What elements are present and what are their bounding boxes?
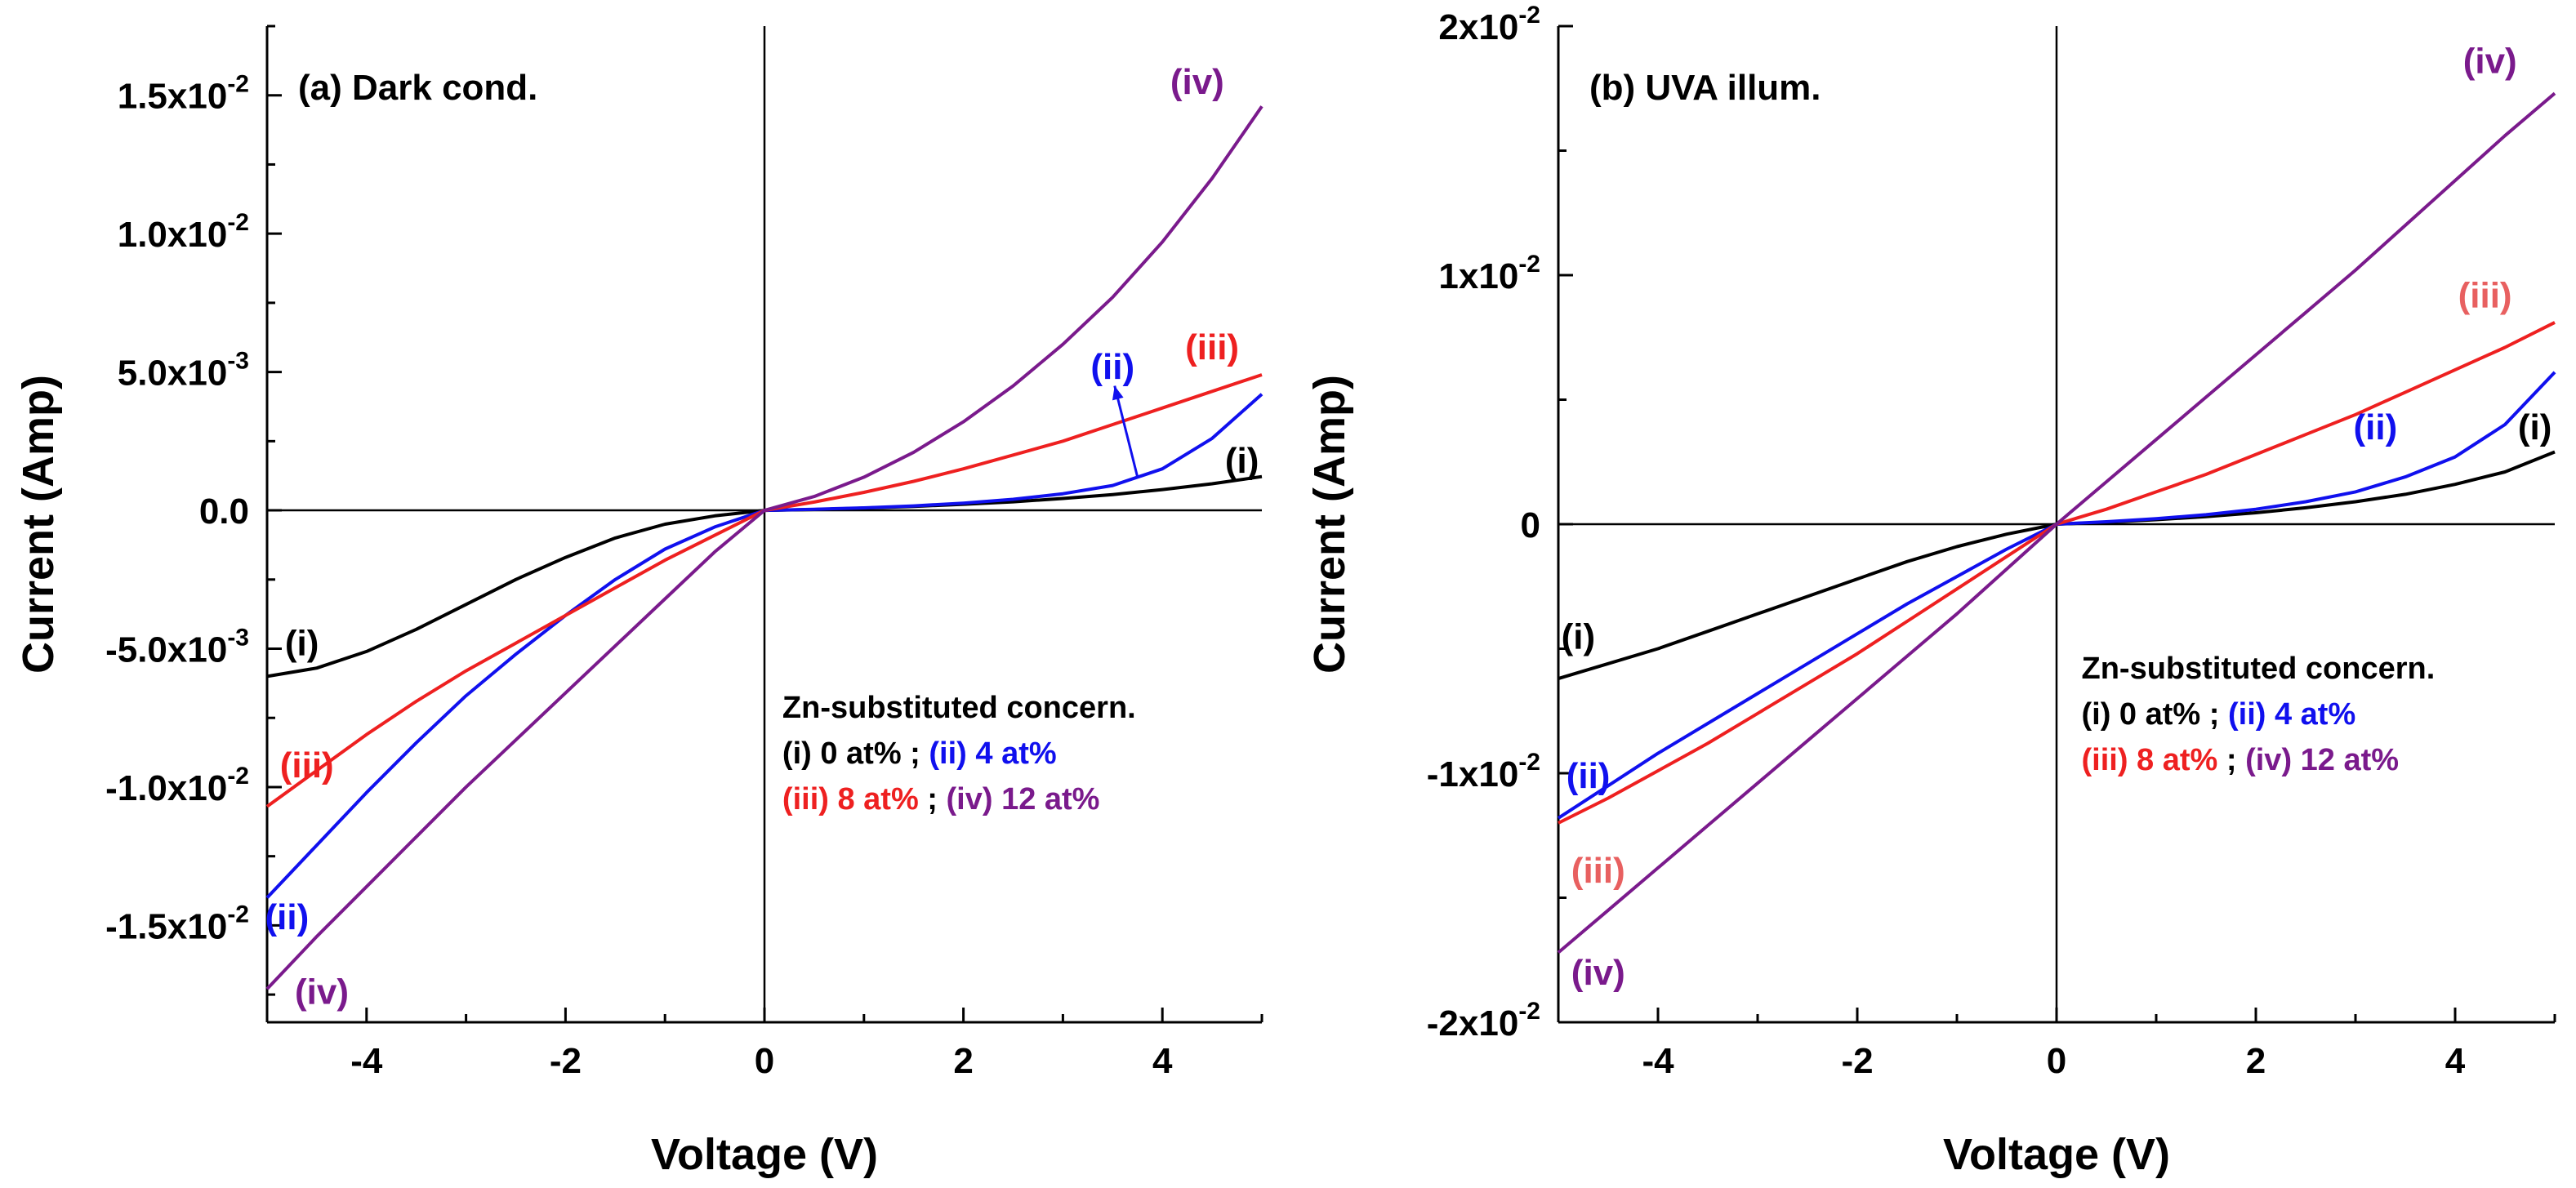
y-tick-label: 1.5x10-2	[118, 71, 249, 117]
x-tick-label: 4	[2445, 1041, 2466, 1081]
y-tick-mantissa: 0	[1521, 505, 1540, 545]
y-tick-mantissa: -2x10	[1427, 1003, 1519, 1043]
legend-entry-i: (i) 0 at%	[2082, 697, 2201, 732]
y-tick-label: 2x10-2	[1438, 2, 1540, 47]
curve-label-iv: (iv)	[295, 972, 349, 1012]
legend-separator: ;	[902, 736, 920, 771]
x-tick-label: -2	[1841, 1041, 1873, 1081]
legend-entry-ii: (ii) 4 at%	[2228, 697, 2355, 732]
curve-label-i: (i)	[1562, 616, 1596, 656]
y-tick-mantissa: 5.0x10	[118, 354, 228, 394]
legend-entry-iii: (iii) 8 at%	[2082, 743, 2218, 777]
x-tick-label: 0	[755, 1041, 774, 1081]
x-axis-title: Voltage (V)	[1943, 1130, 2170, 1179]
x-tick-label: -4	[1642, 1041, 1674, 1081]
panel-label: (a) Dark cond.	[298, 68, 537, 108]
legend-row: (iii) 8 at% ; (iv) 12 at%	[2082, 743, 2400, 777]
x-tick-label: 0	[2047, 1041, 2066, 1081]
y-tick-label: 1.0x10-2	[118, 209, 249, 255]
curve-label-iii: (iii)	[1571, 851, 1625, 891]
legend-space	[2219, 697, 2228, 732]
y-tick-label: 5.0x10-3	[118, 348, 249, 394]
y-tick-mantissa: -5.0x10	[105, 630, 227, 670]
legend-entry-iv: (iv) 12 at%	[2245, 743, 2399, 777]
y-tick-exponent: -2	[227, 71, 249, 98]
annotation-arrow-head	[1112, 385, 1124, 401]
y-tick-label: 0.0	[199, 492, 249, 532]
x-axis-title: Voltage (V)	[651, 1130, 878, 1179]
y-tick-label: -1.0x10-2	[105, 763, 249, 808]
curve-label-ii: (ii)	[265, 897, 309, 937]
y-tick-mantissa: 1.0x10	[118, 215, 228, 255]
y-tick-exponent: -2	[227, 209, 249, 236]
y-tick-mantissa: 1.5x10	[118, 77, 228, 117]
y-tick-exponent: -2	[1518, 251, 1540, 278]
x-tick-label: 4	[1152, 1041, 1173, 1081]
y-tick-mantissa: -1.5x10	[105, 906, 227, 946]
curve-label-i: (i)	[2518, 407, 2552, 447]
legend-separator: ;	[2200, 697, 2219, 732]
panel-b: -4 -2 0 2 42x10-21x10-20-1x10-2-2x10-2Voltag…	[1305, 2, 2556, 1179]
y-axis-title: Current (Amp)	[14, 375, 63, 674]
legend-space	[920, 736, 929, 771]
y-tick-mantissa: -1.0x10	[105, 768, 227, 808]
curve-label-iv: (iv)	[1170, 62, 1224, 102]
legend-row: (i) 0 at% ; (ii) 4 at%	[782, 736, 1057, 771]
legend-entry-ii: (ii) 4 at%	[929, 736, 1056, 771]
y-axis-title: Current (Amp)	[1305, 375, 1354, 674]
x-tick-label: 2	[953, 1041, 973, 1081]
legend-entry-iii: (iii) 8 at%	[782, 782, 919, 816]
y-tick-label: -1x10-2	[1427, 749, 1540, 794]
annotation-arrow-shaft	[1113, 385, 1139, 478]
y-tick-exponent: -3	[227, 625, 249, 652]
x-tick-label: -2	[550, 1041, 582, 1081]
curve-label-i: (i)	[1225, 441, 1259, 481]
legend-row: (iii) 8 at% ; (iv) 12 at%	[782, 782, 1100, 816]
curve-label-ii: (ii)	[1090, 347, 1134, 387]
y-tick-exponent: -2	[227, 763, 249, 790]
curve-label-iv: (iv)	[2463, 42, 2517, 82]
legend-space	[938, 782, 947, 816]
y-tick-exponent: -2	[227, 901, 249, 928]
series-line-iv	[1557, 91, 2556, 954]
y-tick-label: 1x10-2	[1438, 251, 1540, 296]
legend-title: Zn-substituted concern.	[2082, 652, 2436, 686]
curve-label-ii: (ii)	[2354, 407, 2398, 447]
y-tick-exponent: -2	[1518, 998, 1540, 1025]
x-tick-label: -4	[350, 1041, 383, 1081]
curve-label-iii: (iii)	[2458, 275, 2512, 315]
panel-label: (b) UVA illum.	[1589, 68, 1821, 108]
curve-label-iii: (iii)	[280, 745, 334, 785]
curve-label-iv: (iv)	[1571, 953, 1625, 993]
y-tick-label: -2x10-2	[1427, 998, 1540, 1043]
curve-label-i: (i)	[285, 624, 319, 664]
y-tick-mantissa: 0.0	[199, 492, 249, 532]
y-tick-label: -1.5x10-2	[105, 901, 249, 946]
y-tick-label: 0	[1521, 505, 1540, 545]
panel-a: -4 -2 0 2 41.5x10-21.0x10-25.0x10-30.0-5.0x1…	[14, 24, 1263, 1179]
y-tick-exponent: -3	[227, 348, 249, 375]
y-tick-exponent: -2	[1518, 2, 1540, 29]
legend-title: Zn-substituted concern.	[782, 691, 1136, 725]
legend-row: (i) 0 at% ; (ii) 4 at%	[2082, 697, 2356, 732]
legend-entry-i: (i) 0 at%	[782, 736, 902, 771]
legend-entry-iv: (iv) 12 at%	[947, 782, 1100, 816]
legend-separator: ;	[919, 782, 938, 816]
x-tick-label: 2	[2246, 1041, 2266, 1081]
y-tick-mantissa: -1x10	[1427, 754, 1519, 794]
y-tick-mantissa: 2x10	[1438, 7, 1518, 47]
series-line-iv	[265, 105, 1263, 990]
curve-label-iii: (iii)	[1185, 327, 1239, 367]
legend-separator: ;	[2217, 743, 2236, 777]
y-tick-exponent: -2	[1518, 749, 1540, 776]
y-tick-label: -5.0x10-3	[105, 625, 249, 670]
legend-space	[2237, 743, 2246, 777]
y-tick-mantissa: 1x10	[1438, 256, 1518, 296]
curve-label-ii: (ii)	[1567, 756, 1611, 796]
